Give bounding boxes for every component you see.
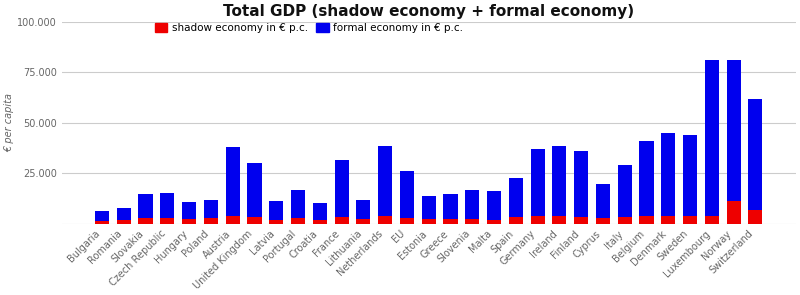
Bar bbox=[552, 146, 566, 216]
Bar bbox=[596, 183, 610, 218]
Bar bbox=[378, 216, 392, 224]
Bar bbox=[509, 178, 523, 217]
Bar bbox=[378, 146, 392, 216]
Bar bbox=[400, 171, 414, 218]
Bar bbox=[182, 202, 196, 219]
Bar bbox=[639, 216, 654, 224]
Bar bbox=[313, 220, 327, 224]
Bar bbox=[487, 220, 501, 224]
Bar bbox=[138, 194, 153, 218]
Bar bbox=[204, 200, 218, 218]
Bar bbox=[465, 219, 479, 224]
Bar bbox=[509, 217, 523, 224]
Bar bbox=[117, 209, 131, 219]
Bar bbox=[160, 193, 174, 218]
Bar bbox=[443, 194, 458, 219]
Bar bbox=[269, 220, 283, 224]
Bar bbox=[748, 99, 762, 210]
Bar bbox=[530, 216, 545, 224]
Bar bbox=[574, 150, 588, 217]
Bar bbox=[95, 212, 109, 221]
Bar bbox=[356, 219, 370, 224]
Bar bbox=[465, 190, 479, 219]
Bar bbox=[95, 221, 109, 224]
Bar bbox=[530, 149, 545, 216]
Bar bbox=[247, 163, 262, 217]
Bar bbox=[269, 201, 283, 220]
Bar bbox=[683, 135, 697, 216]
Bar bbox=[334, 160, 349, 217]
Bar bbox=[400, 218, 414, 224]
Bar bbox=[661, 133, 675, 216]
Bar bbox=[226, 216, 240, 224]
Bar bbox=[639, 141, 654, 216]
Bar bbox=[138, 218, 153, 224]
Bar bbox=[160, 218, 174, 224]
Bar bbox=[552, 216, 566, 224]
Bar bbox=[204, 218, 218, 224]
Bar bbox=[726, 201, 741, 224]
Bar bbox=[334, 217, 349, 224]
Bar bbox=[422, 219, 436, 224]
Bar bbox=[705, 60, 719, 216]
Bar bbox=[487, 191, 501, 220]
Bar bbox=[291, 190, 305, 218]
Bar bbox=[291, 218, 305, 224]
Legend: shadow economy in € p.c., formal economy in € p.c.: shadow economy in € p.c., formal economy… bbox=[155, 23, 462, 33]
Bar bbox=[748, 210, 762, 224]
Bar bbox=[683, 216, 697, 224]
Bar bbox=[596, 218, 610, 224]
Bar bbox=[618, 165, 632, 217]
Bar bbox=[618, 217, 632, 224]
Bar bbox=[422, 196, 436, 219]
Bar bbox=[117, 219, 131, 224]
Y-axis label: € per capita: € per capita bbox=[4, 93, 14, 152]
Bar bbox=[661, 216, 675, 224]
Bar bbox=[726, 60, 741, 201]
Bar bbox=[313, 203, 327, 220]
Bar bbox=[247, 217, 262, 224]
Bar bbox=[705, 216, 719, 224]
Bar bbox=[356, 200, 370, 219]
Bar bbox=[182, 219, 196, 224]
Bar bbox=[226, 147, 240, 216]
Title: Total GDP (shadow economy + formal economy): Total GDP (shadow economy + formal econo… bbox=[223, 4, 634, 19]
Bar bbox=[443, 219, 458, 224]
Bar bbox=[574, 217, 588, 224]
